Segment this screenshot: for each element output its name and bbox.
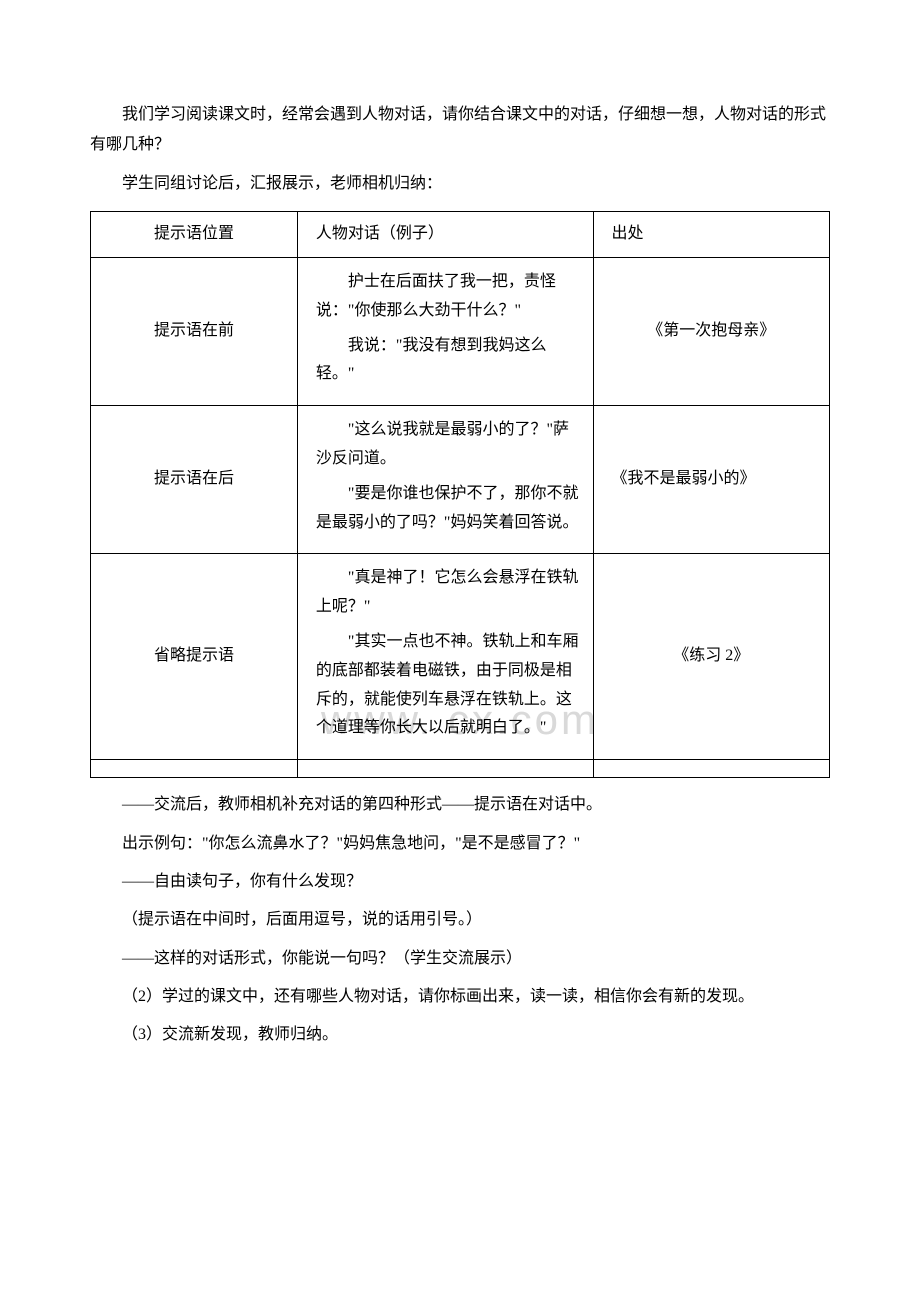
intro-paragraph-2: 学生同组讨论后，汇报展示，老师相机归纳： — [90, 169, 830, 199]
example-2-p2: "要是你谁也保护不了，那你不就是最弱小的了吗？"妈妈笑着回答说。 — [316, 480, 581, 538]
cell-position-2: 提示语在后 — [91, 406, 298, 554]
cell-position-3: 省略提示语 — [91, 554, 298, 760]
after-paragraph-4: （提示语在中间时，后面用逗号，说的话用引号。） — [90, 905, 830, 935]
after-paragraph-1: ——交流后，教师相机补充对话的第四种形式——提示语在对话中。 — [90, 790, 830, 820]
header-col2: 人物对话（例子） — [297, 212, 593, 258]
cell-source-1: 《第一次抱母亲》 — [593, 257, 830, 405]
example-3-p1: "真是神了！它怎么会悬浮在铁轨上呢？" — [316, 564, 581, 622]
empty-cell-1 — [91, 760, 298, 778]
header-col1: 提示语位置 — [91, 212, 298, 258]
empty-cell-3 — [593, 760, 830, 778]
after-paragraph-2: 出示例句："你怎么流鼻水了？"妈妈焦急地问，"是不是感冒了？" — [90, 829, 830, 859]
cell-position-1: 提示语在前 — [91, 257, 298, 405]
after-paragraph-6: （2）学过的课文中，还有哪些人物对话，请你标画出来，读一读，相信你会有新的发现。 — [90, 982, 830, 1012]
example-1-p2: 我说："我没有想到我妈这么轻。" — [316, 332, 581, 390]
table-empty-row — [91, 760, 830, 778]
intro-paragraph-1: 我们学习阅读课文时，经常会遇到人物对话，请你结合课文中的对话，仔细想一想，人物对… — [90, 100, 830, 161]
cell-example-1: 护士在后面扶了我一把，责怪说："你使那么大劲干什么？" 我说："我没有想到我妈这… — [297, 257, 593, 405]
table-row: 省略提示语 "真是神了！它怎么会悬浮在铁轨上呢？" "其实一点也不神。铁轨上和车… — [91, 554, 830, 760]
table-row: 提示语在后 "这么说我就是最弱小的了？"萨沙反问道。 "要是你谁也保护不了，那你… — [91, 406, 830, 554]
cell-source-3: 《练习 2》 — [593, 554, 830, 760]
dialogue-table: 提示语位置 人物对话（例子） 出处 提示语在前 护士在后面扶了我一把，责怪说："… — [90, 211, 830, 778]
empty-cell-2 — [297, 760, 593, 778]
example-2-p1: "这么说我就是最弱小的了？"萨沙反问道。 — [316, 416, 581, 474]
cell-source-2: 《我不是最弱小的》 — [593, 406, 830, 554]
after-paragraph-3: ——自由读句子，你有什么发现？ — [90, 867, 830, 897]
example-1-p1: 护士在后面扶了我一把，责怪说："你使那么大劲干什么？" — [316, 268, 581, 326]
cell-example-2: "这么说我就是最弱小的了？"萨沙反问道。 "要是你谁也保护不了，那你不就是最弱小… — [297, 406, 593, 554]
example-3-p2: "其实一点也不神。铁轨上和车厢的底部都装着电磁铁，由于同极是相斥的，就能使列车悬… — [316, 628, 581, 743]
header-col3: 出处 — [593, 212, 830, 258]
after-paragraph-7: （3）交流新发现，教师归纳。 — [90, 1020, 830, 1050]
table-row: 提示语在前 护士在后面扶了我一把，责怪说："你使那么大劲干什么？" 我说："我没… — [91, 257, 830, 405]
cell-example-3: "真是神了！它怎么会悬浮在铁轨上呢？" "其实一点也不神。铁轨上和车厢的底部都装… — [297, 554, 593, 760]
document-content: 我们学习阅读课文时，经常会遇到人物对话，请你结合课文中的对话，仔细想一想，人物对… — [90, 100, 830, 1051]
after-paragraph-5: ——这样的对话形式，你能说一句吗？（学生交流展示） — [90, 944, 830, 974]
table-header-row: 提示语位置 人物对话（例子） 出处 — [91, 212, 830, 258]
